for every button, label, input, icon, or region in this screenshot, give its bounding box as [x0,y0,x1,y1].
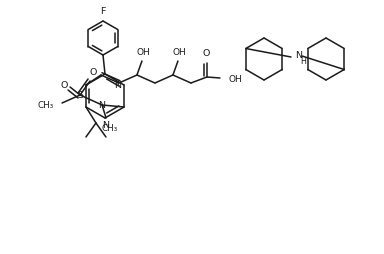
Text: OH: OH [136,48,150,57]
Text: CH₃: CH₃ [38,101,54,110]
Text: N: N [103,121,109,130]
Text: OH: OH [172,48,186,57]
Text: H: H [300,56,306,65]
Text: S: S [77,91,83,100]
Text: N: N [99,100,106,109]
Text: N: N [114,81,121,90]
Text: O: O [89,68,97,77]
Text: O: O [60,80,68,89]
Text: CH₃: CH₃ [102,123,118,133]
Text: F: F [100,7,106,16]
Text: OH: OH [229,74,243,83]
Text: N: N [295,50,302,59]
Text: O: O [202,49,210,58]
